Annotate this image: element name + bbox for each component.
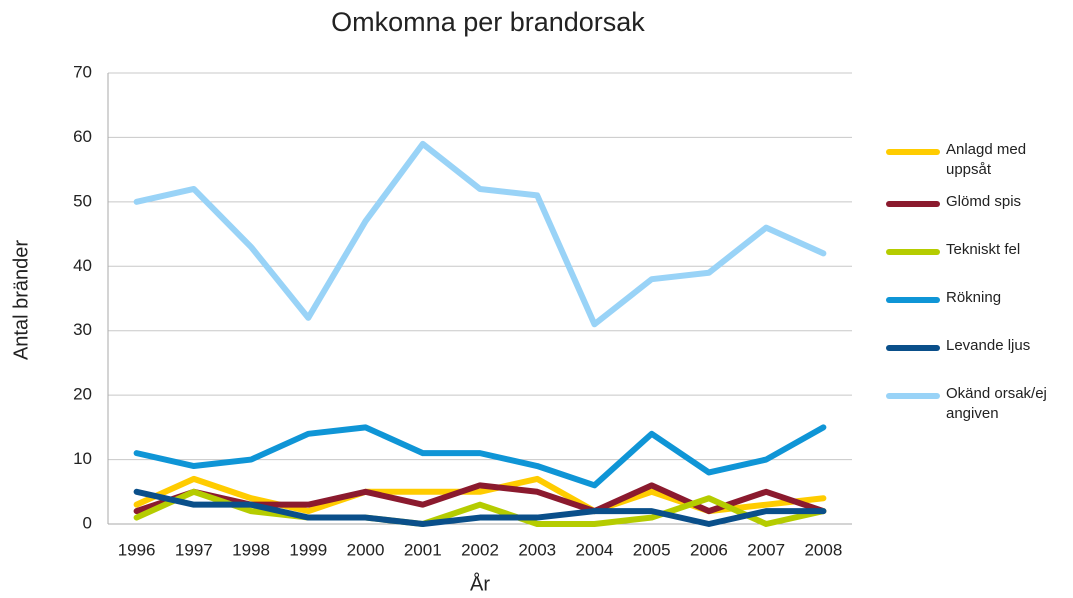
chart-title: Omkomna per brandorsak [331,7,645,37]
y-tick-label: 60 [73,127,92,146]
legend-swatch [886,345,940,351]
x-tick-label: 2000 [347,540,385,559]
legend-swatch [886,249,940,255]
legend-label: Okänd orsak/ej angiven [946,385,1047,422]
legend-swatch [886,297,940,303]
legend-item: Levande ljus [886,336,1066,356]
legend-item: Glömd spis [886,192,1066,212]
y-tick-label: 0 [83,513,92,532]
y-tick-label: 70 [73,62,92,81]
legend-swatch [886,393,940,399]
legend-swatch [886,201,940,207]
y-tick-label: 30 [73,320,92,339]
legend-label: Levande ljus [946,337,1031,354]
legend-item: Anlagd med uppsåt [886,140,1066,180]
y-tick-label: 40 [73,256,92,275]
x-tick-label: 2004 [576,540,614,559]
series-line [133,424,827,489]
y-axis-label: Antal bränder [10,240,32,360]
series-line [133,488,827,527]
x-tick-label: 2005 [633,540,671,559]
x-axis-label: År [470,572,490,595]
legend-item: Tekniskt fel [886,240,1066,260]
legend-label: Glömd spis [946,193,1022,210]
x-tick-label: 1996 [118,540,156,559]
series-line [133,488,827,527]
x-tick-label: 2002 [461,540,499,559]
x-tick-label: 2006 [690,540,728,559]
series-line [133,140,827,328]
x-tick-label: 1998 [232,540,270,559]
legend-label: Anlagd med uppsåt [946,141,1027,178]
x-tick-label: 1999 [289,540,327,559]
legend-label: Rökning [946,289,1002,306]
legend-label: Tekniskt fel [946,241,1021,258]
x-tick-label: 2007 [747,540,785,559]
y-tick-label: 20 [73,385,92,404]
x-tick-label: 1997 [175,540,213,559]
legend-item: Rökning [886,288,1066,308]
x-tick-label: 2008 [804,540,842,559]
x-tick-label: 2001 [404,540,442,559]
legend-item: Okänd orsak/ej angiven [886,384,1066,424]
y-tick-label: 10 [73,449,92,468]
legend-swatch [886,149,940,155]
y-tick-label: 50 [73,191,92,210]
x-tick-label: 2003 [518,540,556,559]
